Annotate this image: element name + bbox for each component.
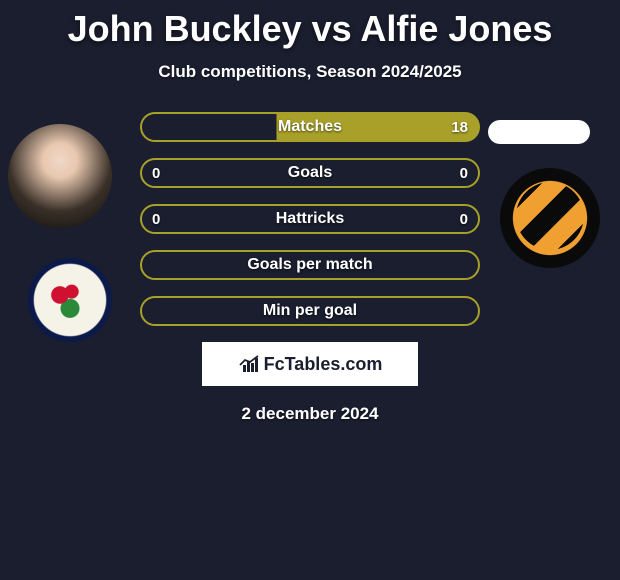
stat-value-right: 18 xyxy=(451,119,468,136)
comparison-area: 1904 Matches 18 0 Goals 0 0 Hattricks 0 Goals pe… xyxy=(0,112,620,424)
page-title: John Buckley vs Alfie Jones xyxy=(0,0,620,50)
brand-badge[interactable]: FcTables.com xyxy=(202,342,418,386)
stat-label: Min per goal xyxy=(263,302,357,320)
stat-value-right: 0 xyxy=(460,211,468,228)
player-right-photo xyxy=(488,120,590,144)
stat-label: Goals per match xyxy=(247,256,372,274)
stat-bars: Matches 18 0 Goals 0 0 Hattricks 0 Goals per mat… xyxy=(140,112,480,326)
stat-label: Hattricks xyxy=(276,210,344,228)
stat-value-right: 0 xyxy=(460,165,468,182)
subtitle: Club competitions, Season 2024/2025 xyxy=(0,62,620,82)
player-left-photo xyxy=(8,124,112,228)
date-label: 2 december 2024 xyxy=(0,404,620,424)
stat-bar: Min per goal xyxy=(140,296,480,326)
stat-bar: Goals per match xyxy=(140,250,480,280)
brand-text: FcTables.com xyxy=(264,354,383,375)
club-right-year: 1904 xyxy=(538,238,562,250)
stat-bar: Matches 18 xyxy=(140,112,480,142)
stat-label: Matches xyxy=(278,118,342,136)
stat-label: Goals xyxy=(288,164,332,182)
stat-bar: 0 Hattricks 0 xyxy=(140,204,480,234)
chart-icon xyxy=(238,355,260,373)
club-right-crest: 1904 xyxy=(500,168,600,268)
stat-value-left: 0 xyxy=(152,211,160,228)
stat-value-left: 0 xyxy=(152,165,160,182)
stat-bar: 0 Goals 0 xyxy=(140,158,480,188)
club-left-crest xyxy=(28,258,112,342)
